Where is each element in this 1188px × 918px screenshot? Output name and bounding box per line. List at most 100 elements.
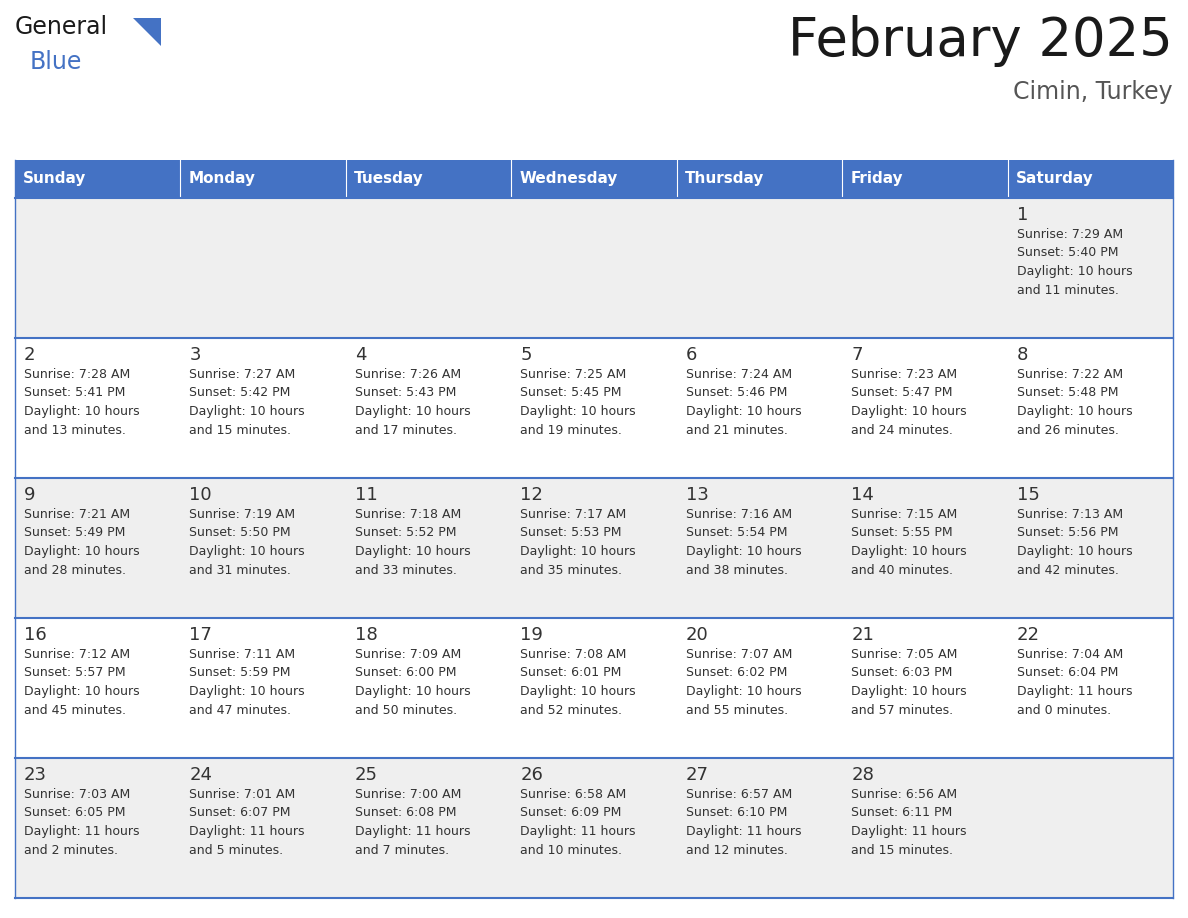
Text: Sunrise: 7:27 AM: Sunrise: 7:27 AM xyxy=(189,368,296,381)
Text: 17: 17 xyxy=(189,626,213,644)
Text: and 12 minutes.: and 12 minutes. xyxy=(685,844,788,856)
Text: Sunset: 6:07 PM: Sunset: 6:07 PM xyxy=(189,807,291,820)
Text: Sunset: 6:03 PM: Sunset: 6:03 PM xyxy=(851,666,953,679)
Text: Sunrise: 7:15 AM: Sunrise: 7:15 AM xyxy=(851,508,958,521)
Text: and 5 minutes.: and 5 minutes. xyxy=(189,844,284,856)
Text: Daylight: 10 hours: Daylight: 10 hours xyxy=(520,685,636,698)
Bar xyxy=(346,618,511,758)
Text: 26: 26 xyxy=(520,766,543,784)
Text: Daylight: 10 hours: Daylight: 10 hours xyxy=(685,405,802,418)
Bar xyxy=(181,160,346,198)
Text: Sunset: 5:53 PM: Sunset: 5:53 PM xyxy=(520,527,621,540)
Bar xyxy=(842,198,1007,338)
Text: Wednesday: Wednesday xyxy=(519,172,618,186)
Text: Daylight: 10 hours: Daylight: 10 hours xyxy=(520,405,636,418)
Text: Daylight: 10 hours: Daylight: 10 hours xyxy=(1017,545,1132,558)
Text: and 40 minutes.: and 40 minutes. xyxy=(851,564,953,577)
Text: Friday: Friday xyxy=(851,172,903,186)
Text: Sunrise: 7:09 AM: Sunrise: 7:09 AM xyxy=(355,648,461,661)
Bar xyxy=(346,338,511,478)
Text: Sunrise: 7:16 AM: Sunrise: 7:16 AM xyxy=(685,508,792,521)
Text: Daylight: 10 hours: Daylight: 10 hours xyxy=(24,405,140,418)
Text: February 2025: February 2025 xyxy=(789,15,1173,67)
Text: and 47 minutes.: and 47 minutes. xyxy=(189,703,291,717)
Bar xyxy=(346,758,511,898)
Bar xyxy=(511,160,677,198)
Text: and 33 minutes.: and 33 minutes. xyxy=(355,564,456,577)
Text: General: General xyxy=(15,15,108,39)
Bar xyxy=(842,618,1007,758)
Text: and 13 minutes.: and 13 minutes. xyxy=(24,423,126,436)
Text: Sunrise: 6:57 AM: Sunrise: 6:57 AM xyxy=(685,788,792,801)
Text: 18: 18 xyxy=(355,626,378,644)
Text: Tuesday: Tuesday xyxy=(354,172,424,186)
Text: Sunset: 5:41 PM: Sunset: 5:41 PM xyxy=(24,386,126,399)
Bar xyxy=(15,198,181,338)
Text: 9: 9 xyxy=(24,486,36,504)
Text: and 28 minutes.: and 28 minutes. xyxy=(24,564,126,577)
Text: Sunrise: 7:29 AM: Sunrise: 7:29 AM xyxy=(1017,228,1123,241)
Text: and 10 minutes.: and 10 minutes. xyxy=(520,844,623,856)
Text: and 38 minutes.: and 38 minutes. xyxy=(685,564,788,577)
Bar xyxy=(1007,198,1173,338)
Text: 27: 27 xyxy=(685,766,709,784)
Text: Daylight: 10 hours: Daylight: 10 hours xyxy=(189,405,305,418)
Bar xyxy=(181,758,346,898)
Bar xyxy=(1007,758,1173,898)
Text: and 52 minutes.: and 52 minutes. xyxy=(520,703,623,717)
Bar xyxy=(346,198,511,338)
Text: Thursday: Thursday xyxy=(684,172,764,186)
Text: 11: 11 xyxy=(355,486,378,504)
Text: Sunrise: 6:58 AM: Sunrise: 6:58 AM xyxy=(520,788,626,801)
Text: Daylight: 10 hours: Daylight: 10 hours xyxy=(520,545,636,558)
Text: Cimin, Turkey: Cimin, Turkey xyxy=(1013,80,1173,104)
Text: 28: 28 xyxy=(851,766,874,784)
Text: Sunrise: 7:18 AM: Sunrise: 7:18 AM xyxy=(355,508,461,521)
Text: Sunrise: 7:24 AM: Sunrise: 7:24 AM xyxy=(685,368,792,381)
Bar xyxy=(15,478,181,618)
Text: 21: 21 xyxy=(851,626,874,644)
Text: Sunset: 5:42 PM: Sunset: 5:42 PM xyxy=(189,386,291,399)
Bar xyxy=(677,618,842,758)
Text: Daylight: 11 hours: Daylight: 11 hours xyxy=(24,825,139,838)
Bar xyxy=(511,338,677,478)
Text: and 35 minutes.: and 35 minutes. xyxy=(520,564,623,577)
Text: Sunset: 6:10 PM: Sunset: 6:10 PM xyxy=(685,807,788,820)
Text: Daylight: 10 hours: Daylight: 10 hours xyxy=(355,545,470,558)
Text: and 0 minutes.: and 0 minutes. xyxy=(1017,703,1111,717)
Text: Sunrise: 7:19 AM: Sunrise: 7:19 AM xyxy=(189,508,296,521)
Bar xyxy=(15,618,181,758)
Text: 12: 12 xyxy=(520,486,543,504)
Bar xyxy=(15,338,181,478)
Text: and 50 minutes.: and 50 minutes. xyxy=(355,703,457,717)
Text: Sunrise: 7:01 AM: Sunrise: 7:01 AM xyxy=(189,788,296,801)
Text: Daylight: 11 hours: Daylight: 11 hours xyxy=(851,825,967,838)
Bar xyxy=(511,758,677,898)
Text: and 2 minutes.: and 2 minutes. xyxy=(24,844,118,856)
Text: and 11 minutes.: and 11 minutes. xyxy=(1017,284,1118,297)
Bar xyxy=(346,160,511,198)
Text: 19: 19 xyxy=(520,626,543,644)
Text: Sunday: Sunday xyxy=(23,172,87,186)
Text: Sunrise: 7:13 AM: Sunrise: 7:13 AM xyxy=(1017,508,1123,521)
Text: Sunrise: 7:08 AM: Sunrise: 7:08 AM xyxy=(520,648,626,661)
Text: and 19 minutes.: and 19 minutes. xyxy=(520,423,623,436)
Text: 23: 23 xyxy=(24,766,48,784)
Text: Sunrise: 7:12 AM: Sunrise: 7:12 AM xyxy=(24,648,131,661)
Text: 3: 3 xyxy=(189,346,201,364)
Text: Daylight: 11 hours: Daylight: 11 hours xyxy=(189,825,305,838)
Text: Sunset: 6:09 PM: Sunset: 6:09 PM xyxy=(520,807,621,820)
Text: Sunrise: 7:04 AM: Sunrise: 7:04 AM xyxy=(1017,648,1123,661)
Bar xyxy=(842,160,1007,198)
Bar xyxy=(677,338,842,478)
Text: 10: 10 xyxy=(189,486,211,504)
Text: 20: 20 xyxy=(685,626,708,644)
Text: and 15 minutes.: and 15 minutes. xyxy=(851,844,953,856)
Text: Sunset: 5:43 PM: Sunset: 5:43 PM xyxy=(355,386,456,399)
Text: Daylight: 10 hours: Daylight: 10 hours xyxy=(24,545,140,558)
Text: and 7 minutes.: and 7 minutes. xyxy=(355,844,449,856)
Text: Sunrise: 7:11 AM: Sunrise: 7:11 AM xyxy=(189,648,296,661)
Text: Saturday: Saturday xyxy=(1016,172,1093,186)
Text: Sunrise: 7:17 AM: Sunrise: 7:17 AM xyxy=(520,508,626,521)
Text: 5: 5 xyxy=(520,346,532,364)
